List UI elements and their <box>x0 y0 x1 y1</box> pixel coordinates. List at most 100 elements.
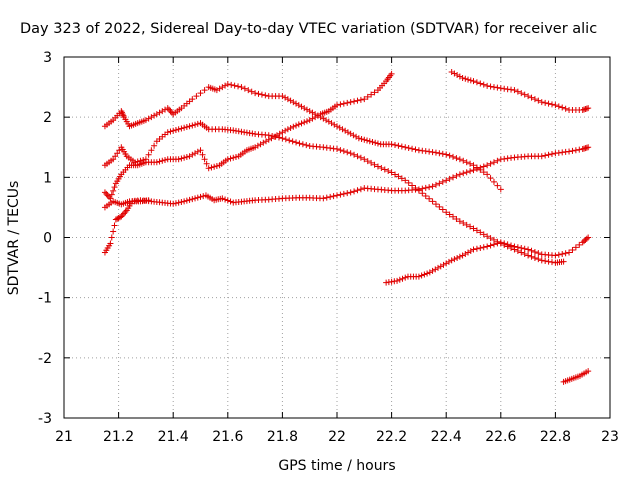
data-point <box>385 168 392 175</box>
data-point <box>487 160 494 167</box>
data-point <box>181 124 188 131</box>
data-point <box>303 106 310 113</box>
data-point <box>531 96 538 103</box>
data-point <box>164 105 171 112</box>
data-point <box>284 126 291 133</box>
data-point <box>194 194 201 201</box>
data-point <box>487 175 494 182</box>
data-point <box>101 189 108 196</box>
x-tick-label: 23 <box>601 429 619 445</box>
data-point <box>396 276 403 283</box>
data-point <box>197 90 204 97</box>
data-point <box>528 94 535 101</box>
data-point <box>494 240 501 247</box>
y-tick-label: -2 <box>38 351 52 367</box>
data-point <box>334 146 340 153</box>
data-point <box>145 151 152 158</box>
data-point <box>487 242 494 249</box>
data-point <box>497 239 504 246</box>
chart-title: Day 323 of 2022, Sidereal Day-to-day VTE… <box>20 21 597 37</box>
data-point <box>470 167 477 174</box>
data-point <box>426 195 433 202</box>
data-point <box>484 243 491 250</box>
data-point <box>183 154 190 161</box>
data-point <box>448 69 455 76</box>
data-point <box>585 234 592 241</box>
data-point <box>137 157 144 164</box>
y-tick-label: -1 <box>38 291 52 307</box>
data-point <box>453 155 460 162</box>
data-point <box>454 72 461 79</box>
data-point <box>258 91 265 98</box>
x-tick-label: 21 <box>55 429 73 445</box>
data-point <box>366 138 373 145</box>
data-point <box>219 84 226 91</box>
data-point <box>456 253 463 260</box>
data-point <box>412 146 419 153</box>
data-point <box>172 200 179 207</box>
data-point <box>181 154 188 161</box>
data-point <box>421 271 428 278</box>
data-point <box>572 244 579 251</box>
data-point <box>463 221 470 228</box>
data-point <box>170 200 177 207</box>
data-point <box>451 70 458 77</box>
data-point <box>473 245 480 252</box>
data-point <box>364 93 371 100</box>
data-point <box>566 249 573 256</box>
data-point <box>265 136 272 143</box>
data-point <box>518 90 525 97</box>
data-point <box>156 109 163 116</box>
data-point <box>473 79 480 86</box>
data-point <box>394 277 401 284</box>
data-point <box>487 235 494 242</box>
data-point <box>443 177 450 184</box>
data-point <box>357 186 364 193</box>
x-tick-label: 22 <box>328 429 346 445</box>
data-point <box>559 251 566 258</box>
data-point <box>418 272 425 279</box>
data-point <box>235 83 242 90</box>
data-point <box>535 256 542 263</box>
data-point <box>323 194 330 201</box>
data-point <box>186 123 193 130</box>
x-tick-label: 21.2 <box>103 429 134 445</box>
data-point <box>228 81 235 88</box>
data-point <box>167 108 174 115</box>
data-point <box>465 76 472 83</box>
data-point <box>167 128 174 135</box>
data-point <box>353 133 360 140</box>
data-point <box>334 123 340 130</box>
data-point <box>224 156 231 163</box>
data-point <box>361 156 368 163</box>
x-tick-label: 22.8 <box>540 429 571 445</box>
data-point <box>211 163 218 170</box>
data-point <box>354 97 361 104</box>
data-point <box>115 214 122 221</box>
data-point <box>490 178 497 185</box>
data-point <box>374 140 381 147</box>
data-point <box>306 117 313 124</box>
data-point <box>172 126 179 133</box>
data-point <box>368 159 375 166</box>
data-point <box>432 201 439 208</box>
data-point <box>395 142 402 149</box>
data-point <box>470 78 477 85</box>
data-point <box>189 96 196 103</box>
data-point <box>415 186 422 193</box>
data-point <box>344 129 351 136</box>
data-point <box>480 231 487 238</box>
data-point <box>531 254 538 261</box>
data-point <box>477 229 484 236</box>
x-tick-label: 21.8 <box>267 429 298 445</box>
data-point <box>508 242 515 249</box>
data-point <box>525 252 532 259</box>
data-point <box>119 111 126 118</box>
data-point <box>276 130 283 137</box>
data-point <box>331 121 338 128</box>
data-point <box>121 210 128 217</box>
data-point <box>450 213 457 220</box>
data-point <box>344 190 351 197</box>
data-point <box>388 141 395 148</box>
data-point <box>181 198 188 205</box>
